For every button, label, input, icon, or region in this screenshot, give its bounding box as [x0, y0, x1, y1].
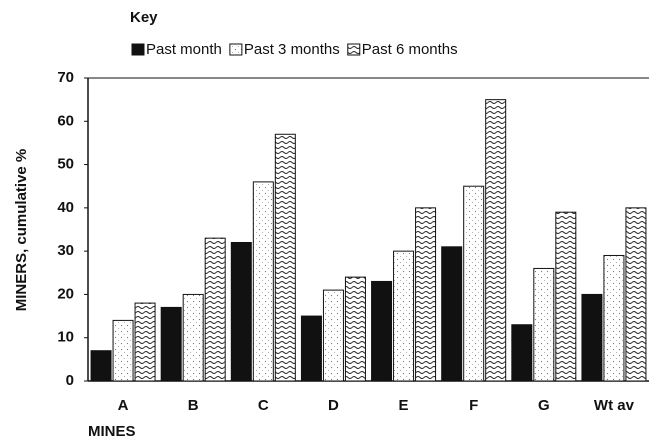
bar: [511, 324, 533, 382]
bar: [300, 315, 322, 382]
bar: [182, 293, 204, 382]
bar: [485, 99, 507, 382]
y-tick-label: 50: [57, 156, 74, 173]
bar: [90, 350, 112, 382]
legend-swatch: [347, 43, 361, 56]
bar: [393, 250, 415, 382]
y-tick-label: 70: [57, 69, 74, 86]
bar: [344, 276, 366, 382]
y-tick-label: 10: [57, 329, 74, 346]
bar: [134, 302, 156, 382]
bar: [230, 241, 252, 382]
y-tick-label: 20: [57, 285, 74, 302]
y-axis-label: MINERS, cumulative %: [13, 149, 30, 312]
y-tick-label: 30: [57, 242, 74, 259]
bar: [415, 207, 437, 382]
bar: [204, 237, 226, 382]
bar: [625, 207, 647, 382]
y-tick-label: 40: [57, 199, 74, 216]
bar: [463, 185, 485, 382]
bar: [581, 293, 603, 382]
x-tick-label: G: [538, 397, 550, 414]
bar: [555, 211, 577, 382]
legend-swatch: [229, 43, 243, 56]
bar: [533, 267, 555, 382]
bar: [322, 289, 344, 382]
bar: [371, 280, 393, 382]
key-title: Key: [130, 9, 158, 26]
bar: [112, 319, 134, 382]
x-tick-label: B: [188, 397, 199, 414]
x-axis-label: MINES: [88, 423, 136, 440]
legend-swatch: [131, 43, 145, 56]
x-tick-label: Wt av: [594, 397, 635, 414]
legend-label: Past 6 months: [362, 41, 458, 58]
x-tick-label: F: [469, 397, 478, 414]
bar: [603, 254, 625, 382]
bar: [160, 306, 182, 382]
bar: [274, 133, 296, 382]
bar: [252, 181, 274, 382]
bar: [441, 246, 463, 382]
y-tick-label: 0: [66, 372, 74, 389]
y-tick-label: 60: [57, 112, 74, 129]
legend-label: Past month: [146, 41, 222, 58]
x-tick-label: E: [399, 397, 409, 414]
x-tick-label: C: [258, 397, 269, 414]
legend-label: Past 3 months: [244, 41, 340, 58]
x-tick-label: D: [328, 397, 339, 414]
x-tick-label: A: [118, 397, 129, 414]
